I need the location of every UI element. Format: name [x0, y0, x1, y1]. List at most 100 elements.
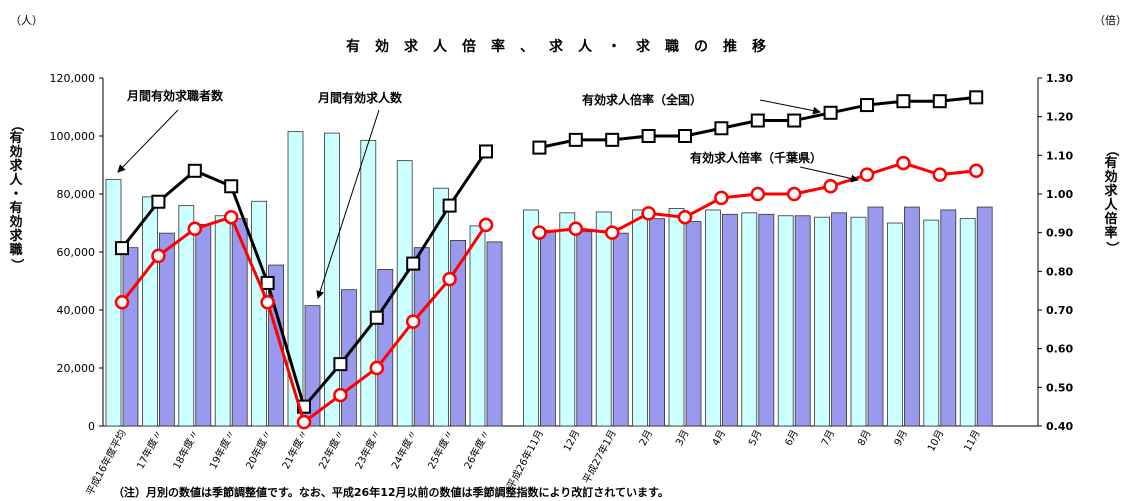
- bar-openings: [649, 218, 665, 427]
- point-chiba: [296, 414, 312, 430]
- left-tick-label: 0: [88, 420, 95, 433]
- bar-applicants: [668, 208, 685, 427]
- bar-openings: [122, 247, 139, 427]
- point-national: [969, 90, 984, 105]
- chart-title: 有効求人倍率、求人・求職の推移: [346, 39, 781, 55]
- annotation-national-arrow: [759, 99, 821, 115]
- point-national: [187, 163, 202, 178]
- x-tick-label: 5月: [746, 428, 764, 448]
- point-chiba: [369, 360, 385, 376]
- left-unit-label: （人）: [10, 14, 43, 27]
- point-national: [369, 310, 384, 325]
- point-national: [151, 194, 166, 209]
- footnote: （注）月別の数値は季節調整値です。なお、平成26年12月以前の数値は季節調整指数…: [113, 486, 669, 499]
- bar-applicants: [705, 209, 721, 427]
- x-tick-label: 6月: [783, 428, 801, 448]
- x-tick-label: 3月: [673, 428, 691, 448]
- point-chiba: [478, 217, 494, 233]
- point-national: [260, 275, 275, 290]
- point-national: [823, 105, 838, 120]
- bar-openings: [158, 232, 175, 427]
- right-tick-label: 1.00: [1046, 188, 1073, 201]
- right-tick-label: 0.70: [1046, 304, 1073, 317]
- right-tick-label: 1.20: [1046, 111, 1073, 124]
- point-chiba: [187, 221, 203, 237]
- left-axis-label: （有効求人・有効求職）: [9, 118, 24, 272]
- point-chiba: [114, 295, 130, 310]
- right-tick-label: 1.30: [1046, 72, 1073, 85]
- point-national: [641, 129, 656, 143]
- x-tick-label: 2月: [637, 428, 655, 448]
- bar-applicants: [559, 212, 576, 427]
- right-tick-label: 0.90: [1046, 227, 1073, 240]
- national-line: [120, 150, 488, 410]
- x-tick-label: 21年度〃: [279, 427, 311, 471]
- bar-applicants: [923, 219, 940, 427]
- left-tick-label: 120,000: [50, 72, 96, 85]
- x-tick-label: 26年度〃: [461, 427, 493, 471]
- bar-applicants: [523, 209, 539, 427]
- bar-openings: [304, 305, 321, 427]
- bar-openings: [612, 232, 629, 427]
- x-tick-label: 10月: [925, 428, 946, 454]
- bar-openings: [576, 231, 593, 427]
- bar-applicants: [777, 215, 794, 427]
- left-tick-label: 100,000: [50, 130, 96, 143]
- bar-applicants: [632, 209, 648, 427]
- x-tick-label: 7月: [819, 428, 837, 448]
- point-chiba: [333, 387, 348, 403]
- x-tick-label: 19年度〃: [206, 427, 238, 471]
- point-chiba: [968, 163, 984, 179]
- chiba-line: [120, 215, 488, 425]
- bar-applicants: [959, 218, 976, 427]
- annotation-openings-arrow: [316, 109, 380, 299]
- x-tick-label: 17年度〃: [134, 427, 166, 471]
- bar-openings: [904, 206, 920, 427]
- point-national: [333, 357, 348, 372]
- bar-openings: [450, 239, 467, 427]
- point-national: [532, 140, 547, 155]
- annotation-applicants-label: 月間有効求職者数: [126, 88, 224, 103]
- point-national: [605, 132, 620, 147]
- bar-openings: [413, 247, 430, 427]
- bar-openings: [867, 206, 884, 427]
- bar-applicants: [141, 196, 158, 427]
- point-chiba: [896, 155, 911, 171]
- bar-openings: [231, 218, 248, 427]
- bar-openings: [685, 221, 702, 427]
- x-tick-label: 20年度〃: [243, 427, 275, 471]
- point-national: [896, 94, 911, 109]
- point-national: [406, 256, 421, 271]
- bar-applicants: [814, 216, 830, 427]
- bar-applicants: [360, 139, 377, 427]
- left-tick-label: 80,000: [57, 188, 96, 201]
- x-tick-label: 平成27年1月: [580, 427, 619, 485]
- right-tick-label: 0.80: [1046, 265, 1073, 278]
- bar-openings: [758, 213, 775, 427]
- point-chiba: [223, 209, 239, 225]
- right-axis-label: （有効求人倍率）: [1104, 143, 1119, 255]
- bar-openings: [486, 241, 503, 427]
- left-tick-label: 40,000: [57, 304, 96, 317]
- bar-applicants: [433, 187, 450, 427]
- x-tick-label: 24年度〃: [388, 427, 420, 471]
- point-chiba: [405, 314, 421, 329]
- left-tick-label: 60,000: [57, 246, 96, 259]
- point-national: [442, 198, 457, 213]
- x-tick-label: 22年度〃: [316, 427, 348, 471]
- point-chiba: [641, 206, 656, 221]
- point-chiba: [750, 186, 766, 202]
- annotation-applicants-arrow: [117, 109, 179, 173]
- bar-applicants: [887, 222, 903, 427]
- point-national: [678, 129, 692, 143]
- point-national: [932, 94, 947, 109]
- bar-openings: [831, 212, 847, 427]
- point-chiba: [442, 271, 457, 287]
- bar-openings: [195, 224, 212, 427]
- point-chiba: [568, 221, 584, 237]
- annotation-national-label: 有効求人倍率（全国）: [582, 92, 702, 107]
- bar-applicants: [214, 215, 231, 427]
- x-tick-label: 8月: [855, 428, 873, 448]
- x-tick-label: 18年度〃: [170, 427, 202, 471]
